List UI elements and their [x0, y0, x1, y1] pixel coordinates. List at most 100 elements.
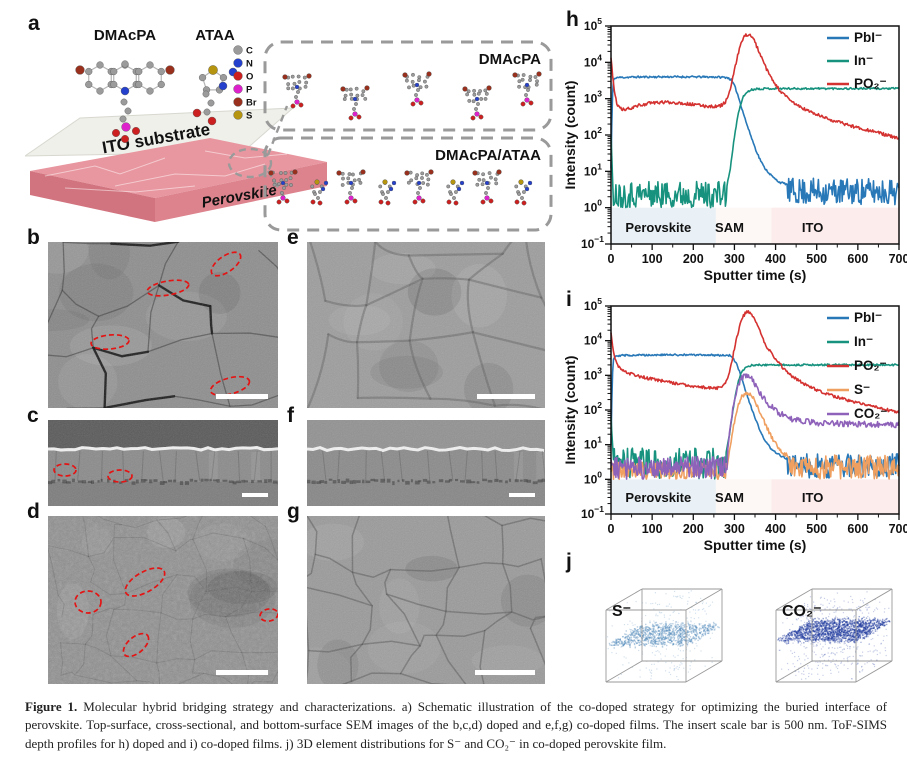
x-tick-label: 0: [608, 522, 615, 536]
scatter-point: [793, 631, 795, 633]
scatter-point: [650, 603, 652, 605]
scatter-point: [816, 628, 818, 631]
atom: [472, 88, 477, 93]
scatter-point: [699, 637, 701, 640]
scatter-point: [847, 634, 850, 636]
scatter-point: [879, 624, 882, 627]
scatter-point: [643, 639, 646, 641]
scatter-point: [652, 630, 654, 633]
scatter-point: [846, 621, 848, 623]
scatter-point: [832, 630, 834, 633]
scatter-point: [843, 648, 845, 650]
scatter-point: [843, 632, 845, 634]
scatter-point: [862, 630, 864, 632]
scatter-point: [818, 635, 820, 637]
atom: [317, 200, 323, 206]
scatter-point: [872, 627, 874, 629]
scatter-point: [868, 625, 870, 627]
scatter-point: [883, 635, 885, 637]
scatter-point: [635, 629, 638, 632]
scatter-point: [703, 624, 706, 627]
scatter-point: [790, 633, 792, 635]
scatter-point: [826, 633, 828, 635]
scatter-point: [792, 639, 794, 641]
scatter-point: [827, 636, 830, 639]
scatter-point: [686, 631, 689, 634]
scatter-point: [874, 618, 876, 620]
scatter-point: [885, 623, 888, 626]
atom: [135, 80, 143, 89]
scatter-point: [665, 627, 668, 629]
scatter-point: [688, 631, 691, 633]
scatter-point: [849, 648, 851, 650]
scatter-point: [785, 634, 788, 637]
scatter-point: [846, 647, 849, 650]
scatter-point: [839, 623, 841, 626]
scatter-point: [637, 640, 639, 642]
scatter-point: [827, 620, 829, 622]
atom: [165, 65, 175, 75]
atom: [406, 180, 411, 185]
scatter-point: [828, 602, 830, 605]
scatter-point: [841, 621, 844, 623]
scatter-point: [829, 638, 831, 640]
atom: [349, 92, 354, 97]
defect-marker-ellipse: [146, 279, 190, 297]
scatter-point: [622, 645, 625, 647]
scatter-point: [638, 644, 640, 646]
scatter-point: [629, 645, 631, 647]
scatter-point: [645, 602, 647, 604]
scatter-point: [869, 631, 871, 633]
scatter-point: [858, 630, 860, 632]
scatter-point: [798, 658, 801, 660]
scatter-point: [661, 646, 664, 648]
scale-bar: [475, 670, 535, 675]
legend-label-PbI⁻: PbI⁻: [854, 30, 882, 45]
scatter-point: [868, 625, 870, 627]
perovskite-grain-line: [64, 185, 196, 193]
scatter-point: [856, 663, 858, 665]
scatter-point: [852, 632, 855, 635]
scatter-point: [669, 638, 671, 640]
scatter-point: [841, 624, 843, 627]
scatter-point: [870, 659, 872, 661]
scatter-point: [807, 625, 810, 627]
scatter-point: [654, 602, 657, 604]
scatter-point: [696, 631, 698, 634]
scatter-point: [654, 624, 657, 626]
scatter-point: [690, 621, 692, 623]
scatter-point: [791, 631, 793, 633]
scatter-point: [846, 623, 848, 625]
scatter-point: [780, 637, 782, 639]
panel-label-g: g: [287, 500, 300, 523]
scatter-point: [840, 630, 843, 633]
scatter-point: [827, 624, 830, 626]
scatter-point: [857, 628, 859, 630]
scatter-point: [649, 634, 651, 637]
scatter-point: [806, 622, 808, 624]
scatter-point: [828, 647, 830, 650]
scatter-point: [843, 648, 845, 650]
atom: [535, 79, 539, 84]
scatter-point: [796, 636, 798, 639]
scatter-point: [827, 637, 829, 639]
scatter-point: [861, 655, 863, 657]
scatter-point: [796, 630, 799, 633]
scatter-point: [782, 622, 784, 624]
scatter-point: [787, 633, 790, 635]
atom: [484, 91, 489, 96]
scatter-point: [856, 633, 858, 635]
scatter-point: [859, 623, 861, 625]
scatter-point: [859, 625, 862, 627]
scatter-point: [875, 621, 878, 624]
scatter-point: [864, 627, 866, 630]
scatter-point: [711, 628, 713, 631]
scatter-point: [860, 624, 862, 627]
scatter-point: [779, 649, 781, 651]
scatter-point: [800, 626, 802, 629]
scatter-point: [662, 642, 664, 645]
scatter-point: [653, 663, 655, 665]
atom: [218, 81, 228, 91]
scatter-point: [832, 634, 834, 636]
scatter-point: [869, 622, 871, 624]
